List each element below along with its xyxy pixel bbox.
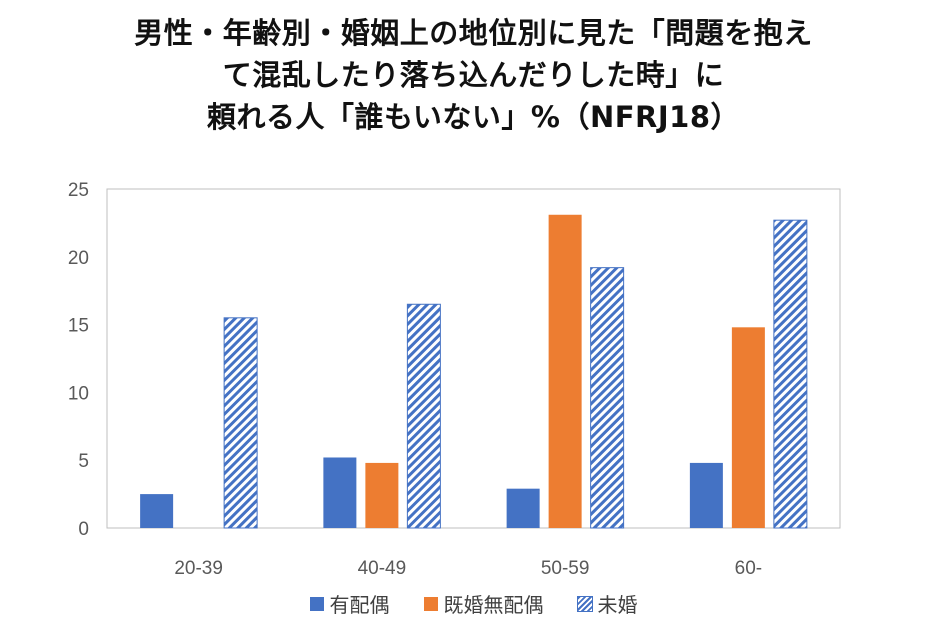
bar-series1-40-49 xyxy=(365,462,399,528)
plot-frame xyxy=(106,188,841,529)
bar-series2-60- xyxy=(773,219,808,529)
y-tick-label-1: 5 xyxy=(78,451,89,472)
chart-title-line-3: 頼れる人「誰もいない」%（NFRJ18） xyxy=(206,100,741,134)
chart-legend: 有配偶 既婚無配偶 未婚 xyxy=(0,589,947,618)
x-tick-label-2: 50-59 xyxy=(541,558,590,579)
y-tick-label-3: 15 xyxy=(68,316,89,337)
bar-series0-40-49 xyxy=(323,457,357,528)
y-tick-label-0: 0 xyxy=(78,519,89,540)
legend-swatch-married xyxy=(309,596,324,611)
x-tick-label-1: 40-49 xyxy=(358,558,407,579)
chart-title-line-1: 男性・年齢別・婚姻上の地位別に見た「問題を抱え xyxy=(134,16,813,50)
y-tick-label-5: 25 xyxy=(68,180,89,201)
legend-item-married: 有配偶 xyxy=(309,589,390,618)
bar-series2-40-49 xyxy=(406,303,441,529)
bar-series0-60- xyxy=(689,462,723,528)
chart-title: 男性・年齢別・婚姻上の地位別に見た「問題を抱え て混乱したり落ち込んだりした時」… xyxy=(0,12,947,138)
bar-series1-60- xyxy=(731,327,765,528)
bar-series2-50-59 xyxy=(590,267,625,529)
legend-item-formerly-married: 既婚無配偶 xyxy=(423,589,544,618)
bar-series0-20-39 xyxy=(140,494,174,528)
bar-series2-20-39 xyxy=(223,317,258,529)
y-tick-label-2: 10 xyxy=(68,383,89,404)
y-tick-label-4: 20 xyxy=(68,248,89,269)
legend-label-married: 有配偶 xyxy=(329,593,390,617)
bar-series1-50-59 xyxy=(548,214,582,528)
legend-label-never-married: 未婚 xyxy=(597,593,638,617)
x-tick-label-3: 60- xyxy=(735,558,762,579)
x-tick-label-0: 20-39 xyxy=(174,558,223,579)
bar-series0-50-59 xyxy=(506,488,540,528)
legend-swatch-formerly-married xyxy=(423,596,438,611)
legend-item-never-married: 未婚 xyxy=(576,589,638,618)
legend-swatch-never-married xyxy=(576,595,593,612)
chart-title-line-2: て混乱したり落ち込んだりした時」に xyxy=(222,58,725,92)
legend-label-formerly-married: 既婚無配偶 xyxy=(443,593,544,617)
